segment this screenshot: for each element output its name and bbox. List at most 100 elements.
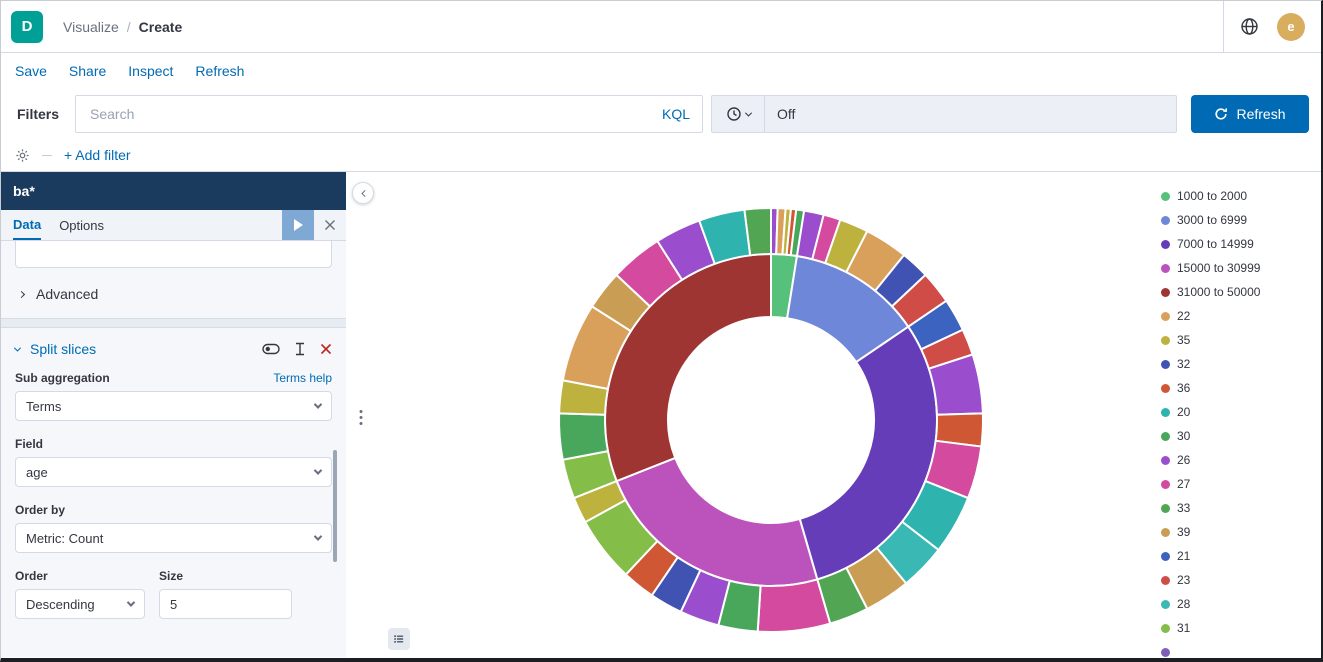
sub-aggregation-select[interactable]: Terms bbox=[15, 391, 332, 421]
visualization-area: 1000 to 2000 3000 to 6999 7000 to 14999 150… bbox=[376, 172, 1321, 657]
legend-dot bbox=[1161, 575, 1170, 585]
legend-label: 32 bbox=[1177, 357, 1191, 371]
legend-item[interactable]: 21 bbox=[1161, 548, 1260, 564]
legend-label: 31000 to 50000 bbox=[1177, 285, 1261, 299]
remove-aggregation-icon[interactable] bbox=[320, 343, 332, 355]
globe-icon[interactable] bbox=[1236, 13, 1263, 40]
split-slices-title[interactable]: Split slices bbox=[30, 341, 97, 357]
legend-dot bbox=[1161, 503, 1170, 513]
action-bar: Save Share Inspect Refresh bbox=[1, 53, 1321, 89]
apply-changes-button[interactable] bbox=[282, 210, 314, 240]
search-input[interactable] bbox=[88, 105, 662, 123]
tab-options[interactable]: Options bbox=[59, 217, 104, 233]
legend-label: 35 bbox=[1177, 333, 1191, 347]
legend-dot bbox=[1161, 311, 1170, 321]
add-filter-button[interactable]: + Add filter bbox=[64, 147, 131, 163]
legend-item[interactable]: 35 bbox=[1161, 332, 1260, 348]
kql-toggle[interactable]: KQL bbox=[661, 106, 690, 122]
resizer-handle-icon[interactable] bbox=[359, 410, 363, 425]
kibana-space-logo[interactable]: D bbox=[11, 10, 43, 43]
chevron-down-icon bbox=[313, 400, 323, 409]
order-by-select[interactable]: Metric: Count bbox=[15, 523, 332, 553]
collapse-panel-button[interactable] bbox=[352, 182, 374, 204]
discard-changes-button[interactable] bbox=[314, 219, 346, 231]
legend-label: 36 bbox=[1177, 381, 1191, 395]
vis-editor-sidebar: ba* Data Options Advanced bbox=[1, 172, 346, 657]
field-select[interactable]: age bbox=[15, 457, 332, 487]
legend-item[interactable]: 23 bbox=[1161, 572, 1260, 588]
advanced-toggle[interactable]: Advanced bbox=[1, 280, 346, 318]
chart-slice-outer[interactable] bbox=[756, 578, 832, 633]
legend-item[interactable]: 26 bbox=[1161, 452, 1260, 468]
legend-item[interactable]: 7000 to 14999 bbox=[1161, 236, 1260, 252]
breadcrumb: Visualize / Create bbox=[63, 19, 182, 35]
order-label-text: Order bbox=[15, 569, 48, 583]
legend-item[interactable]: 33 bbox=[1161, 500, 1260, 516]
legend-item[interactable]: 30 bbox=[1161, 428, 1260, 444]
legend-item[interactable]: 3000 to 6999 bbox=[1161, 212, 1260, 228]
legend-label: 30 bbox=[1177, 429, 1191, 443]
refresh-button-label: Refresh bbox=[1236, 106, 1286, 122]
order-by-label: Order by bbox=[15, 503, 332, 517]
chart-slice-outer[interactable] bbox=[558, 412, 609, 461]
legend-item[interactable]: 32 bbox=[1161, 356, 1260, 372]
refresh-interval-value[interactable]: Off bbox=[765, 95, 1177, 133]
chevron-down-icon bbox=[126, 598, 136, 607]
share-button[interactable]: Share bbox=[68, 63, 107, 79]
inspect-button[interactable]: Inspect bbox=[128, 63, 174, 79]
chart-slice-outer[interactable] bbox=[743, 207, 772, 257]
legend-dot bbox=[1161, 455, 1170, 465]
tab-data[interactable]: Data bbox=[13, 210, 42, 240]
legend-item[interactable]: 36 bbox=[1161, 380, 1260, 396]
move-aggregation-icon[interactable] bbox=[294, 342, 306, 356]
terms-help-link[interactable]: Terms help bbox=[273, 371, 332, 385]
legend-item[interactable]: 31000 to 50000 bbox=[1161, 284, 1260, 300]
custom-label-input[interactable] bbox=[15, 241, 332, 268]
legend-dot bbox=[1161, 215, 1170, 225]
main-content: ba* Data Options Advanced bbox=[1, 172, 1321, 657]
filters-button[interactable]: Filters bbox=[13, 106, 67, 122]
legend-item[interactable]: 28 bbox=[1161, 596, 1260, 612]
sidebar-scrollbar[interactable] bbox=[333, 450, 337, 562]
query-bar: Filters KQL Off Refresh bbox=[1, 89, 1321, 139]
size-label-text: Size bbox=[159, 569, 184, 583]
refresh-link[interactable]: Refresh bbox=[195, 63, 245, 79]
legend-item[interactable]: 39 bbox=[1161, 524, 1260, 540]
legend-item[interactable]: 20 bbox=[1161, 404, 1260, 420]
clock-icon[interactable] bbox=[711, 95, 765, 133]
breadcrumb-create: Create bbox=[138, 18, 183, 35]
gear-icon[interactable] bbox=[15, 148, 30, 163]
split-slices-header: Split slices bbox=[13, 341, 332, 357]
agg-action-icons bbox=[262, 342, 332, 356]
size-column: Size bbox=[159, 553, 292, 619]
list-icon bbox=[394, 635, 404, 643]
breadcrumb-visualize[interactable]: Visualize bbox=[63, 18, 119, 35]
order-select[interactable]: Descending bbox=[15, 589, 145, 619]
legend-item[interactable]: 15000 to 30999 bbox=[1161, 260, 1260, 276]
legend-label: 3000 to 6999 bbox=[1177, 213, 1248, 227]
legend-dot bbox=[1161, 263, 1170, 273]
legend-item[interactable]: 27 bbox=[1161, 476, 1260, 492]
legend-dot bbox=[1161, 383, 1170, 393]
legend-item[interactable]: 31 bbox=[1161, 620, 1260, 636]
refresh-button[interactable]: Refresh bbox=[1191, 95, 1309, 133]
advanced-label: Advanced bbox=[36, 286, 99, 302]
header: D Visualize / Create e bbox=[1, 1, 1321, 53]
size-input[interactable] bbox=[159, 589, 292, 619]
breadcrumb-separator: / bbox=[126, 18, 131, 35]
avatar[interactable]: e bbox=[1277, 12, 1305, 41]
legend-dot bbox=[1161, 599, 1170, 609]
legend-dot bbox=[1161, 623, 1170, 633]
legend-item[interactable]: 22 bbox=[1161, 308, 1260, 324]
legend-item[interactable] bbox=[1161, 644, 1260, 657]
save-button[interactable]: Save bbox=[15, 63, 47, 79]
donut-chart[interactable] bbox=[551, 200, 991, 640]
panel-resizer[interactable] bbox=[346, 172, 376, 657]
order-by-label-text: Order by bbox=[15, 503, 66, 517]
legend-dot bbox=[1161, 431, 1170, 441]
chevron-down-icon bbox=[13, 344, 22, 352]
legend-toggle-button[interactable] bbox=[388, 628, 410, 650]
order-column: Order Descending bbox=[15, 553, 145, 619]
legend-item[interactable]: 1000 to 2000 bbox=[1161, 188, 1260, 204]
toggle-aggregation-icon[interactable] bbox=[262, 343, 280, 355]
